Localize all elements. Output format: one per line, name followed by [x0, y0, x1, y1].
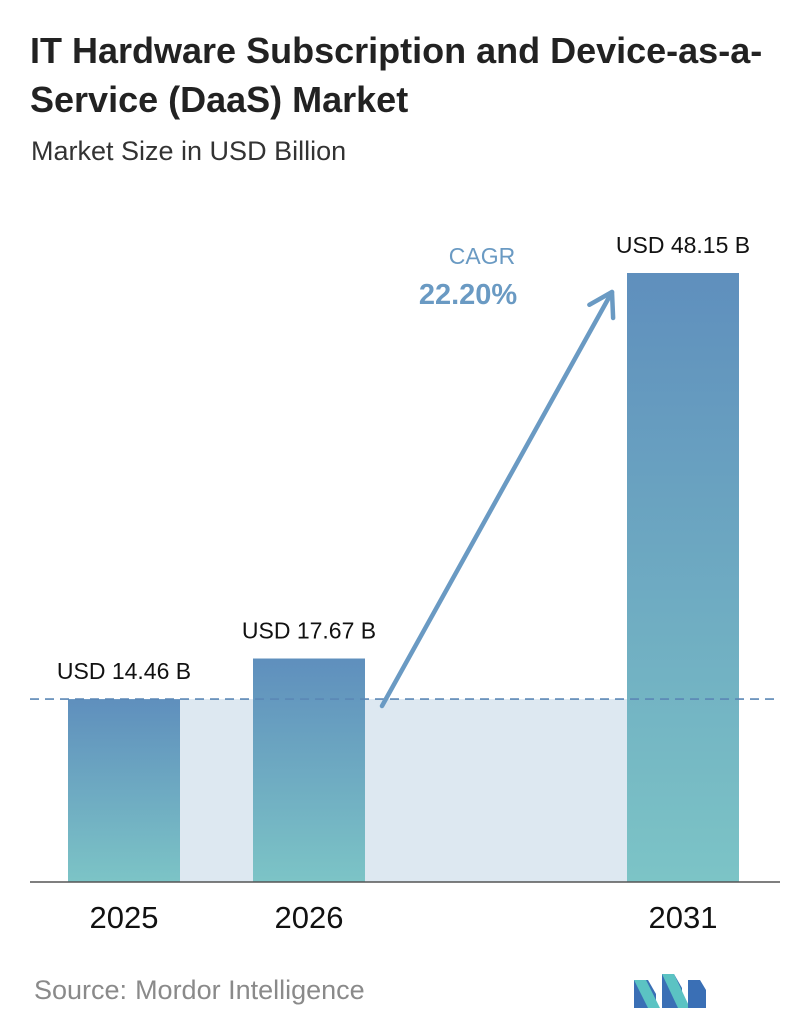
x-tick-2025: 2025 — [90, 900, 159, 935]
chart-subtitle: Market Size in USD Billion — [31, 136, 347, 166]
data-label-2031: USD 48.15 B — [616, 232, 750, 258]
data-label-2025: USD 14.46 B — [57, 658, 191, 684]
cagr-arrow-head-icon — [587, 289, 616, 321]
x-tick-2031: 2031 — [649, 900, 718, 935]
cagr-arrow — [379, 289, 615, 709]
bar-2025 — [68, 699, 180, 882]
cagr-label: CAGR — [449, 243, 515, 269]
cagr-value: 22.20% — [419, 279, 518, 311]
source-label: Source: — [34, 975, 128, 1005]
cagr-annotation: CAGR 22.20% — [379, 243, 616, 709]
mordor-intelligence-logo-icon — [634, 974, 706, 1008]
bar-2031 — [627, 273, 739, 882]
source-name: Mordor Intelligence — [135, 975, 365, 1005]
x-tick-2026: 2026 — [275, 900, 344, 935]
chart-title: IT Hardware Subscription and Device-as-a… — [30, 30, 763, 120]
bar-2026 — [253, 658, 365, 882]
source-note: Source: Mordor Intelligence — [34, 975, 365, 1006]
data-label-2026: USD 17.67 B — [242, 618, 376, 644]
